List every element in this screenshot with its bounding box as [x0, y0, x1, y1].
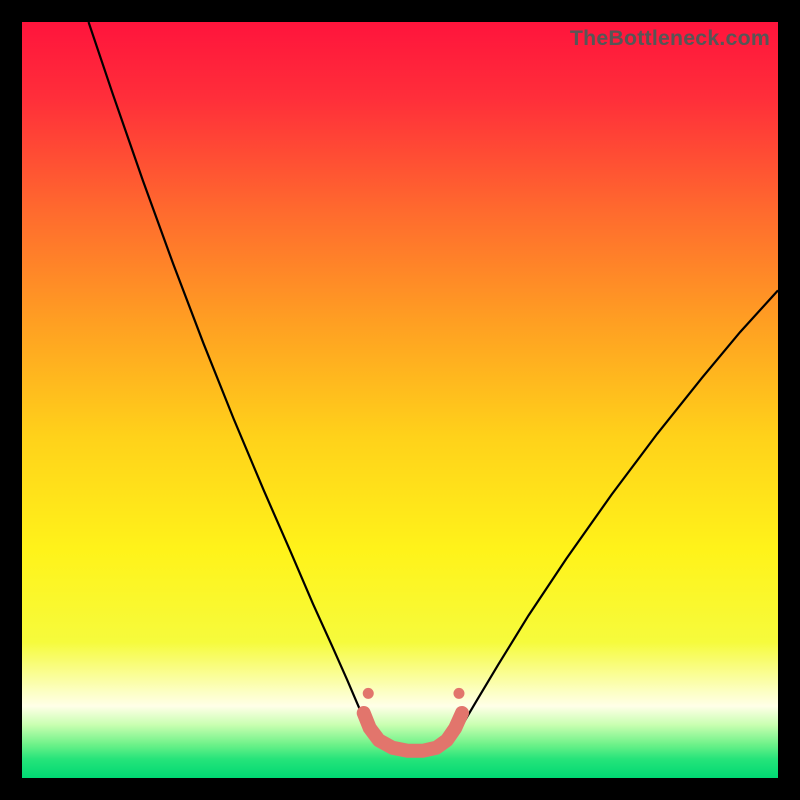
left-curve: [89, 22, 375, 740]
plot-area: TheBottleneck.com: [22, 22, 778, 778]
right-curve: [453, 290, 778, 740]
chart-frame: TheBottleneck.com: [0, 0, 800, 800]
valley-dot-left: [363, 688, 374, 699]
valley-dot-right: [453, 688, 464, 699]
curves-layer: [22, 22, 778, 778]
watermark-text: TheBottleneck.com: [570, 26, 770, 51]
valley-segment: [364, 713, 462, 751]
